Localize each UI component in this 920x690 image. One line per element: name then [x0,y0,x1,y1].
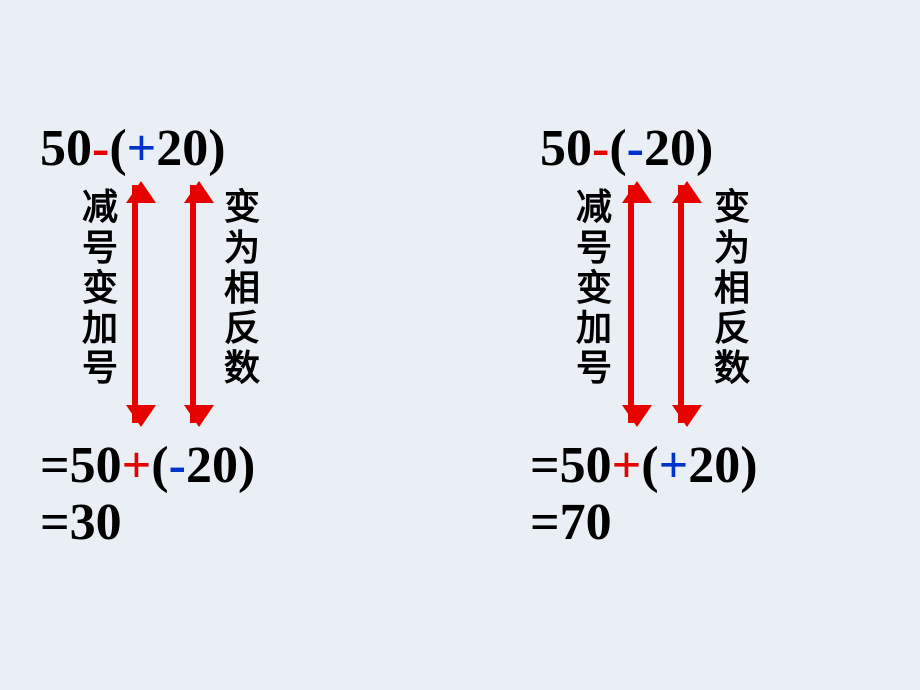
seg: ( [609,120,626,177]
expr-transformed: =50+(+20) [510,437,890,494]
arrow-minus-to-plus [628,185,634,423]
plus-sign: + [122,437,152,494]
seg: 20) [186,437,255,494]
arrow-opposite [190,185,196,423]
inner-sign: + [127,120,157,177]
arrow-region: 减号变加号 变为相反数 [510,177,890,437]
arrow-region: 减号变加号 变为相反数 [40,177,420,437]
label-becomes-opposite: 变为相反数 [710,187,754,389]
plus-sign: + [612,437,642,494]
inner-sign: - [169,437,186,494]
seg: ( [151,437,168,494]
example-left: 50-(+20) 减号变加号 变为相反数 =50+(-20) =30 [40,120,420,552]
minus-sign: - [592,120,609,177]
seg: 50 [40,120,92,177]
arrow-minus-to-plus [132,185,138,423]
seg: 20) [644,120,713,177]
seg: ( [109,120,126,177]
arrow-opposite [678,185,684,423]
example-right: 50-(-20) 减号变加号 变为相反数 =50+(+20) =70 [510,120,890,552]
minus-sign: - [92,120,109,177]
seg: =50 [530,437,612,494]
seg: 20) [156,120,225,177]
expr-original: 50-(-20) [510,120,890,177]
expr-result: =70 [510,494,890,551]
seg: 20) [688,437,757,494]
inner-sign: - [627,120,644,177]
seg: 50 [540,120,592,177]
expr-result: =30 [40,494,420,551]
expr-transformed: =50+(-20) [40,437,420,494]
seg: ( [641,437,658,494]
inner-sign: + [659,437,689,494]
seg: =50 [40,437,122,494]
expr-original: 50-(+20) [40,120,420,177]
label-minus-becomes-plus: 减号变加号 [572,187,616,389]
label-minus-becomes-plus: 减号变加号 [78,187,122,389]
label-becomes-opposite: 变为相反数 [220,187,264,389]
